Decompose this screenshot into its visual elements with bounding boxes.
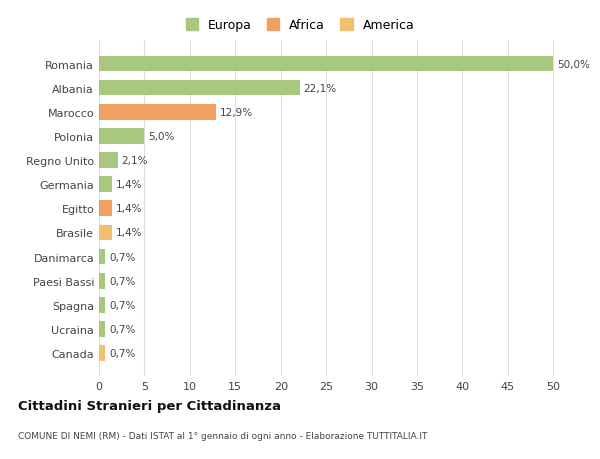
Bar [99, 129, 145, 145]
Text: 0,7%: 0,7% [109, 324, 136, 334]
Text: Cittadini Stranieri per Cittadinanza: Cittadini Stranieri per Cittadinanza [18, 399, 281, 412]
Text: 22,1%: 22,1% [304, 84, 337, 94]
Bar [99, 273, 106, 289]
Text: 1,4%: 1,4% [115, 204, 142, 214]
Text: 0,7%: 0,7% [109, 252, 136, 262]
Text: 0,7%: 0,7% [109, 276, 136, 286]
Text: 50,0%: 50,0% [557, 59, 590, 69]
Text: 0,7%: 0,7% [109, 300, 136, 310]
Text: 1,4%: 1,4% [115, 180, 142, 190]
Bar [99, 225, 112, 241]
Text: 5,0%: 5,0% [148, 132, 175, 141]
Bar [99, 321, 106, 337]
Bar [99, 105, 216, 120]
Text: COMUNE DI NEMI (RM) - Dati ISTAT al 1° gennaio di ogni anno - Elaborazione TUTTI: COMUNE DI NEMI (RM) - Dati ISTAT al 1° g… [18, 431, 427, 441]
Text: 2,1%: 2,1% [122, 156, 148, 166]
Bar [99, 81, 300, 96]
Bar [99, 56, 553, 72]
Text: 0,7%: 0,7% [109, 348, 136, 358]
Legend: Europa, Africa, America: Europa, Africa, America [182, 16, 418, 36]
Bar [99, 346, 106, 361]
Bar [99, 297, 106, 313]
Bar [99, 249, 106, 265]
Bar [99, 201, 112, 217]
Text: 12,9%: 12,9% [220, 107, 253, 118]
Text: 1,4%: 1,4% [115, 228, 142, 238]
Bar [99, 177, 112, 193]
Bar [99, 153, 118, 168]
